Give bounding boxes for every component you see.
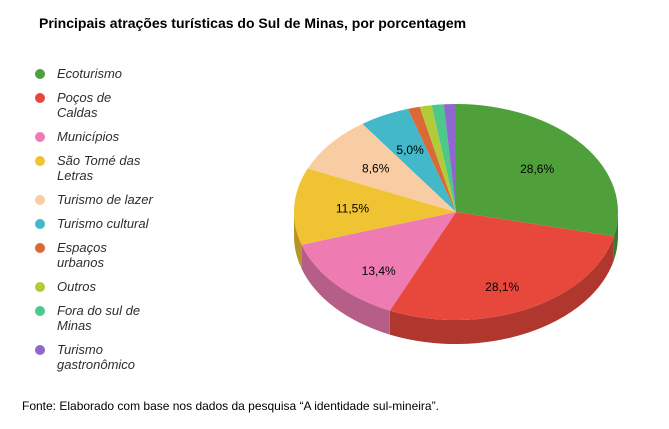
legend-item[interactable]: Turismo cultural [35, 216, 175, 231]
legend-item-label: Municípios [57, 129, 120, 144]
pie-slice-side [613, 212, 618, 261]
pie-slice-side [294, 212, 302, 269]
legend-item[interactable]: Outros [35, 279, 175, 294]
pie-slice[interactable] [294, 168, 456, 245]
source-note: Fonte: Elaborado com base nos dados da p… [22, 399, 439, 413]
legend-item[interactable]: Espaços urbanos [35, 240, 175, 270]
pie-slice-label: 11,5% [336, 201, 369, 215]
pie-slice-label: 13,4% [362, 264, 396, 278]
legend-item-label: Turismo cultural [57, 216, 149, 231]
pie-slice[interactable] [362, 108, 456, 212]
legend-item[interactable]: Fora do sul de Minas [35, 303, 175, 333]
legend-item-label: São Tomé das Letras [57, 153, 141, 183]
legend-item[interactable]: Ecoturismo [35, 66, 175, 81]
pie-slice-label: 28,1% [485, 280, 519, 294]
pie-slice-label: 28,6% [520, 162, 554, 176]
legend-swatch-icon [35, 92, 45, 103]
legend-item-label: Turismo de lazer [57, 192, 153, 207]
pie-slice[interactable] [301, 212, 456, 311]
legend-swatch-icon [35, 344, 45, 355]
chart-legend: Ecoturismo Poços de Caldas Municípios São To… [35, 66, 175, 372]
pie-slice[interactable] [431, 104, 456, 212]
legend-item-label: Espaços urbanos [57, 240, 107, 270]
legend-item[interactable]: Turismo de lazer [35, 192, 175, 207]
legend-item[interactable]: Turismo gastronômico [35, 342, 175, 372]
legend-item[interactable]: Municípios [35, 129, 175, 144]
legend-item[interactable]: Poços de Caldas [35, 90, 175, 120]
legend-swatch-icon [35, 242, 45, 253]
pie-slice-label: 5,0% [396, 143, 424, 157]
legend-swatch-icon [35, 305, 45, 316]
legend-item[interactable]: São Tomé das Letras [35, 153, 175, 183]
pie-slice-side [389, 236, 614, 344]
pie-slice[interactable] [419, 105, 456, 212]
pie-slice-label: 8,6% [362, 161, 390, 175]
legend-swatch-icon [35, 194, 45, 205]
chart-title: Principais atrações turísticas do Sul de… [39, 15, 467, 31]
legend-swatch-icon [35, 218, 45, 229]
legend-item-label: Turismo gastronômico [57, 342, 136, 372]
pie-slice-side [301, 244, 390, 335]
pie-slice[interactable] [456, 104, 619, 237]
legend-swatch-icon [35, 155, 45, 166]
pie-slice[interactable] [307, 123, 456, 212]
legend-swatch-icon [35, 281, 45, 292]
legend-item-label: Fora do sul de Minas [57, 303, 141, 333]
pie-slice[interactable] [443, 104, 456, 212]
pie-slice[interactable] [407, 106, 456, 212]
legend-swatch-icon [35, 68, 45, 79]
legend-swatch-icon [35, 131, 45, 142]
pie-slice[interactable] [389, 212, 614, 320]
legend-item-label: Poços de Caldas [57, 90, 112, 120]
legend-item-label: Ecoturismo [57, 66, 123, 81]
legend-item-label: Outros [57, 279, 97, 294]
